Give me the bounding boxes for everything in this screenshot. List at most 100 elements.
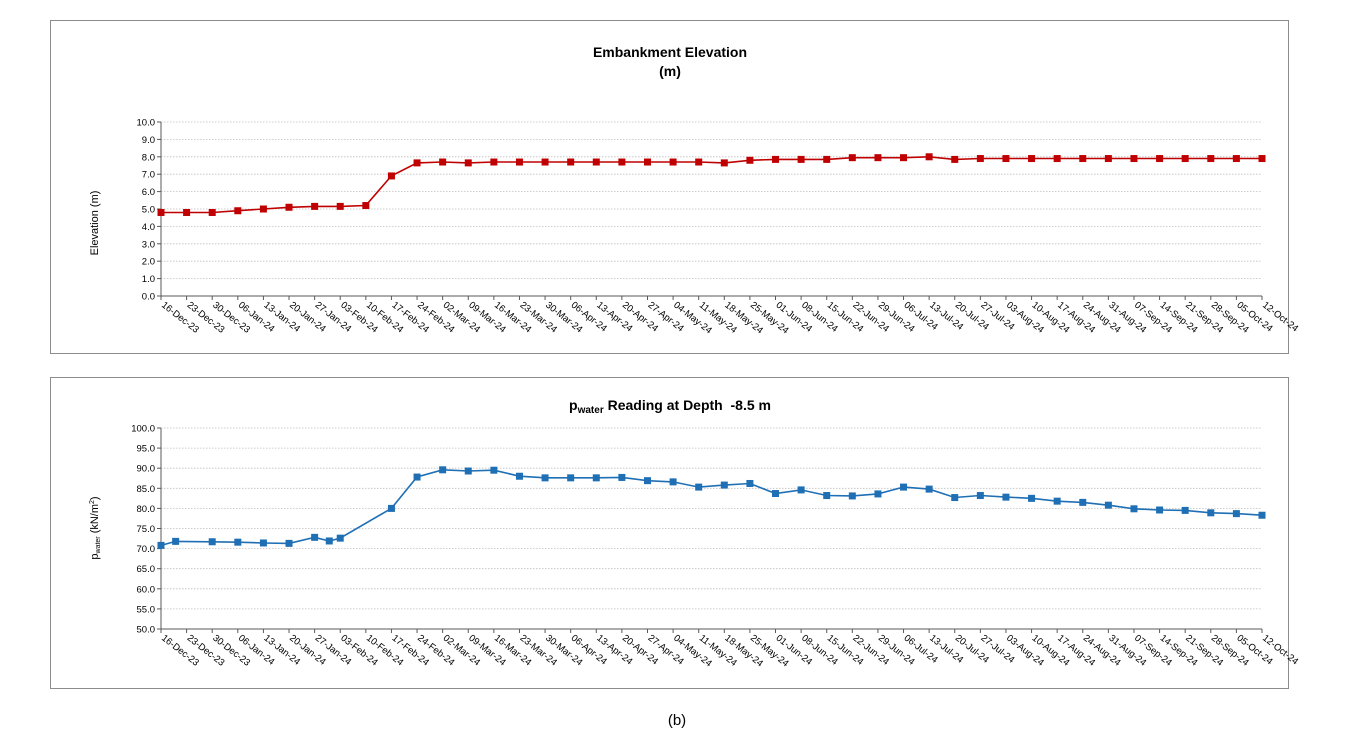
data-point (1181, 506, 1189, 514)
data-point (1002, 155, 1010, 163)
data-point (746, 156, 754, 164)
data-point (325, 537, 333, 545)
pwater-title-sub: water (577, 405, 604, 416)
data-point (669, 158, 677, 166)
figure-caption: (b) (667, 712, 687, 729)
data-point (976, 155, 984, 163)
elevation-chart-title-line2: (m) (659, 63, 681, 79)
data-point (951, 494, 959, 502)
y-tick-label: 70.0 (137, 544, 156, 555)
y-tick-label: 100.0 (131, 424, 155, 435)
data-point (848, 492, 856, 500)
y-tick-label: 65.0 (137, 564, 156, 575)
data-point (592, 474, 600, 482)
data-point (464, 159, 472, 167)
y-tick-label: 80.0 (137, 504, 156, 515)
data-point (413, 159, 421, 167)
data-point (874, 490, 882, 498)
elevation-y-axis-title: Elevation (m) (89, 191, 101, 256)
data-point (234, 207, 242, 215)
data-point (234, 538, 242, 546)
data-point (1232, 510, 1240, 518)
y-tick-label: 90.0 (137, 464, 156, 475)
data-point (1258, 511, 1266, 519)
data-point (900, 483, 908, 491)
data-point (413, 473, 421, 481)
data-point (951, 155, 959, 163)
pwater-ylabel-sub: water (95, 536, 102, 555)
data-point (157, 541, 165, 549)
data-point (387, 172, 395, 180)
y-tick-label: 1.0 (142, 274, 155, 285)
data-point (746, 479, 754, 487)
data-point (311, 533, 319, 541)
series-line (161, 155, 1262, 214)
data-point (1181, 155, 1189, 163)
data-point (1232, 155, 1240, 163)
data-point (541, 158, 549, 166)
data-point (848, 154, 856, 162)
data-point (797, 155, 805, 163)
pwater-chart-panel: pwater Reading at Depth -8.5 m pwater (k… (50, 377, 1300, 689)
pwater-chart: pwater Reading at Depth -8.5 m pwater (k… (89, 397, 1300, 669)
data-point (874, 154, 882, 162)
data-point (490, 158, 498, 166)
y-tick-label: 3.0 (142, 239, 155, 250)
data-point (1130, 505, 1138, 513)
data-point (643, 477, 651, 485)
data-point (720, 159, 728, 167)
data-point (1156, 155, 1164, 163)
data-point (387, 504, 395, 512)
data-point (259, 539, 267, 547)
data-point (720, 481, 728, 489)
pwater-title-rest: Reading at Depth -8.5 m (604, 397, 771, 413)
data-point (567, 158, 575, 166)
y-tick-label: 6.0 (142, 187, 155, 198)
data-point (311, 202, 319, 210)
pwater-ylabel-rest: (kN/m (89, 504, 101, 536)
pwater-ylabel-sup: 2 (89, 500, 96, 504)
data-point (567, 474, 575, 482)
pwater-y-axis-title: pwater (kN/m2) (89, 496, 102, 559)
data-point (1104, 155, 1112, 163)
data-point (208, 538, 216, 546)
data-point (823, 155, 831, 163)
data-point (515, 158, 523, 166)
data-point (618, 473, 626, 481)
data-point (336, 534, 344, 542)
data-point (183, 208, 191, 216)
data-point (439, 158, 447, 166)
y-tick-label: 60.0 (137, 584, 156, 595)
data-point (285, 203, 293, 211)
data-point (515, 472, 523, 480)
data-point (1028, 155, 1036, 163)
y-tick-label: 7.0 (142, 170, 155, 181)
y-tick-label: 75.0 (137, 524, 156, 535)
data-point (823, 492, 831, 500)
data-point (618, 158, 626, 166)
pwater-chart-title: pwater Reading at Depth -8.5 m (569, 397, 771, 416)
y-tick-label: 10.0 (137, 118, 156, 129)
data-point (1156, 506, 1164, 514)
data-point (1258, 155, 1266, 163)
y-tick-label: 2.0 (142, 257, 155, 268)
data-point (1053, 155, 1061, 163)
data-point (490, 466, 498, 474)
data-point (1207, 155, 1215, 163)
data-point (172, 537, 180, 545)
y-tick-label: 95.0 (137, 444, 156, 455)
data-point (1079, 498, 1087, 506)
data-point (772, 155, 780, 163)
data-point (439, 466, 447, 474)
y-tick-label: 0.0 (142, 292, 155, 303)
y-tick-label: 85.0 (137, 484, 156, 495)
data-point (1028, 494, 1036, 502)
elevation-chart-panel: Embankment Elevation (m) Elevation (m) 0… (50, 20, 1300, 354)
data-point (541, 474, 549, 482)
y-tick-label: 55.0 (137, 604, 156, 615)
pwater-ylabel-main: p (89, 553, 101, 559)
data-point (1104, 501, 1112, 509)
data-point (900, 154, 908, 162)
y-tick-label: 9.0 (142, 135, 155, 146)
data-point (797, 486, 805, 494)
